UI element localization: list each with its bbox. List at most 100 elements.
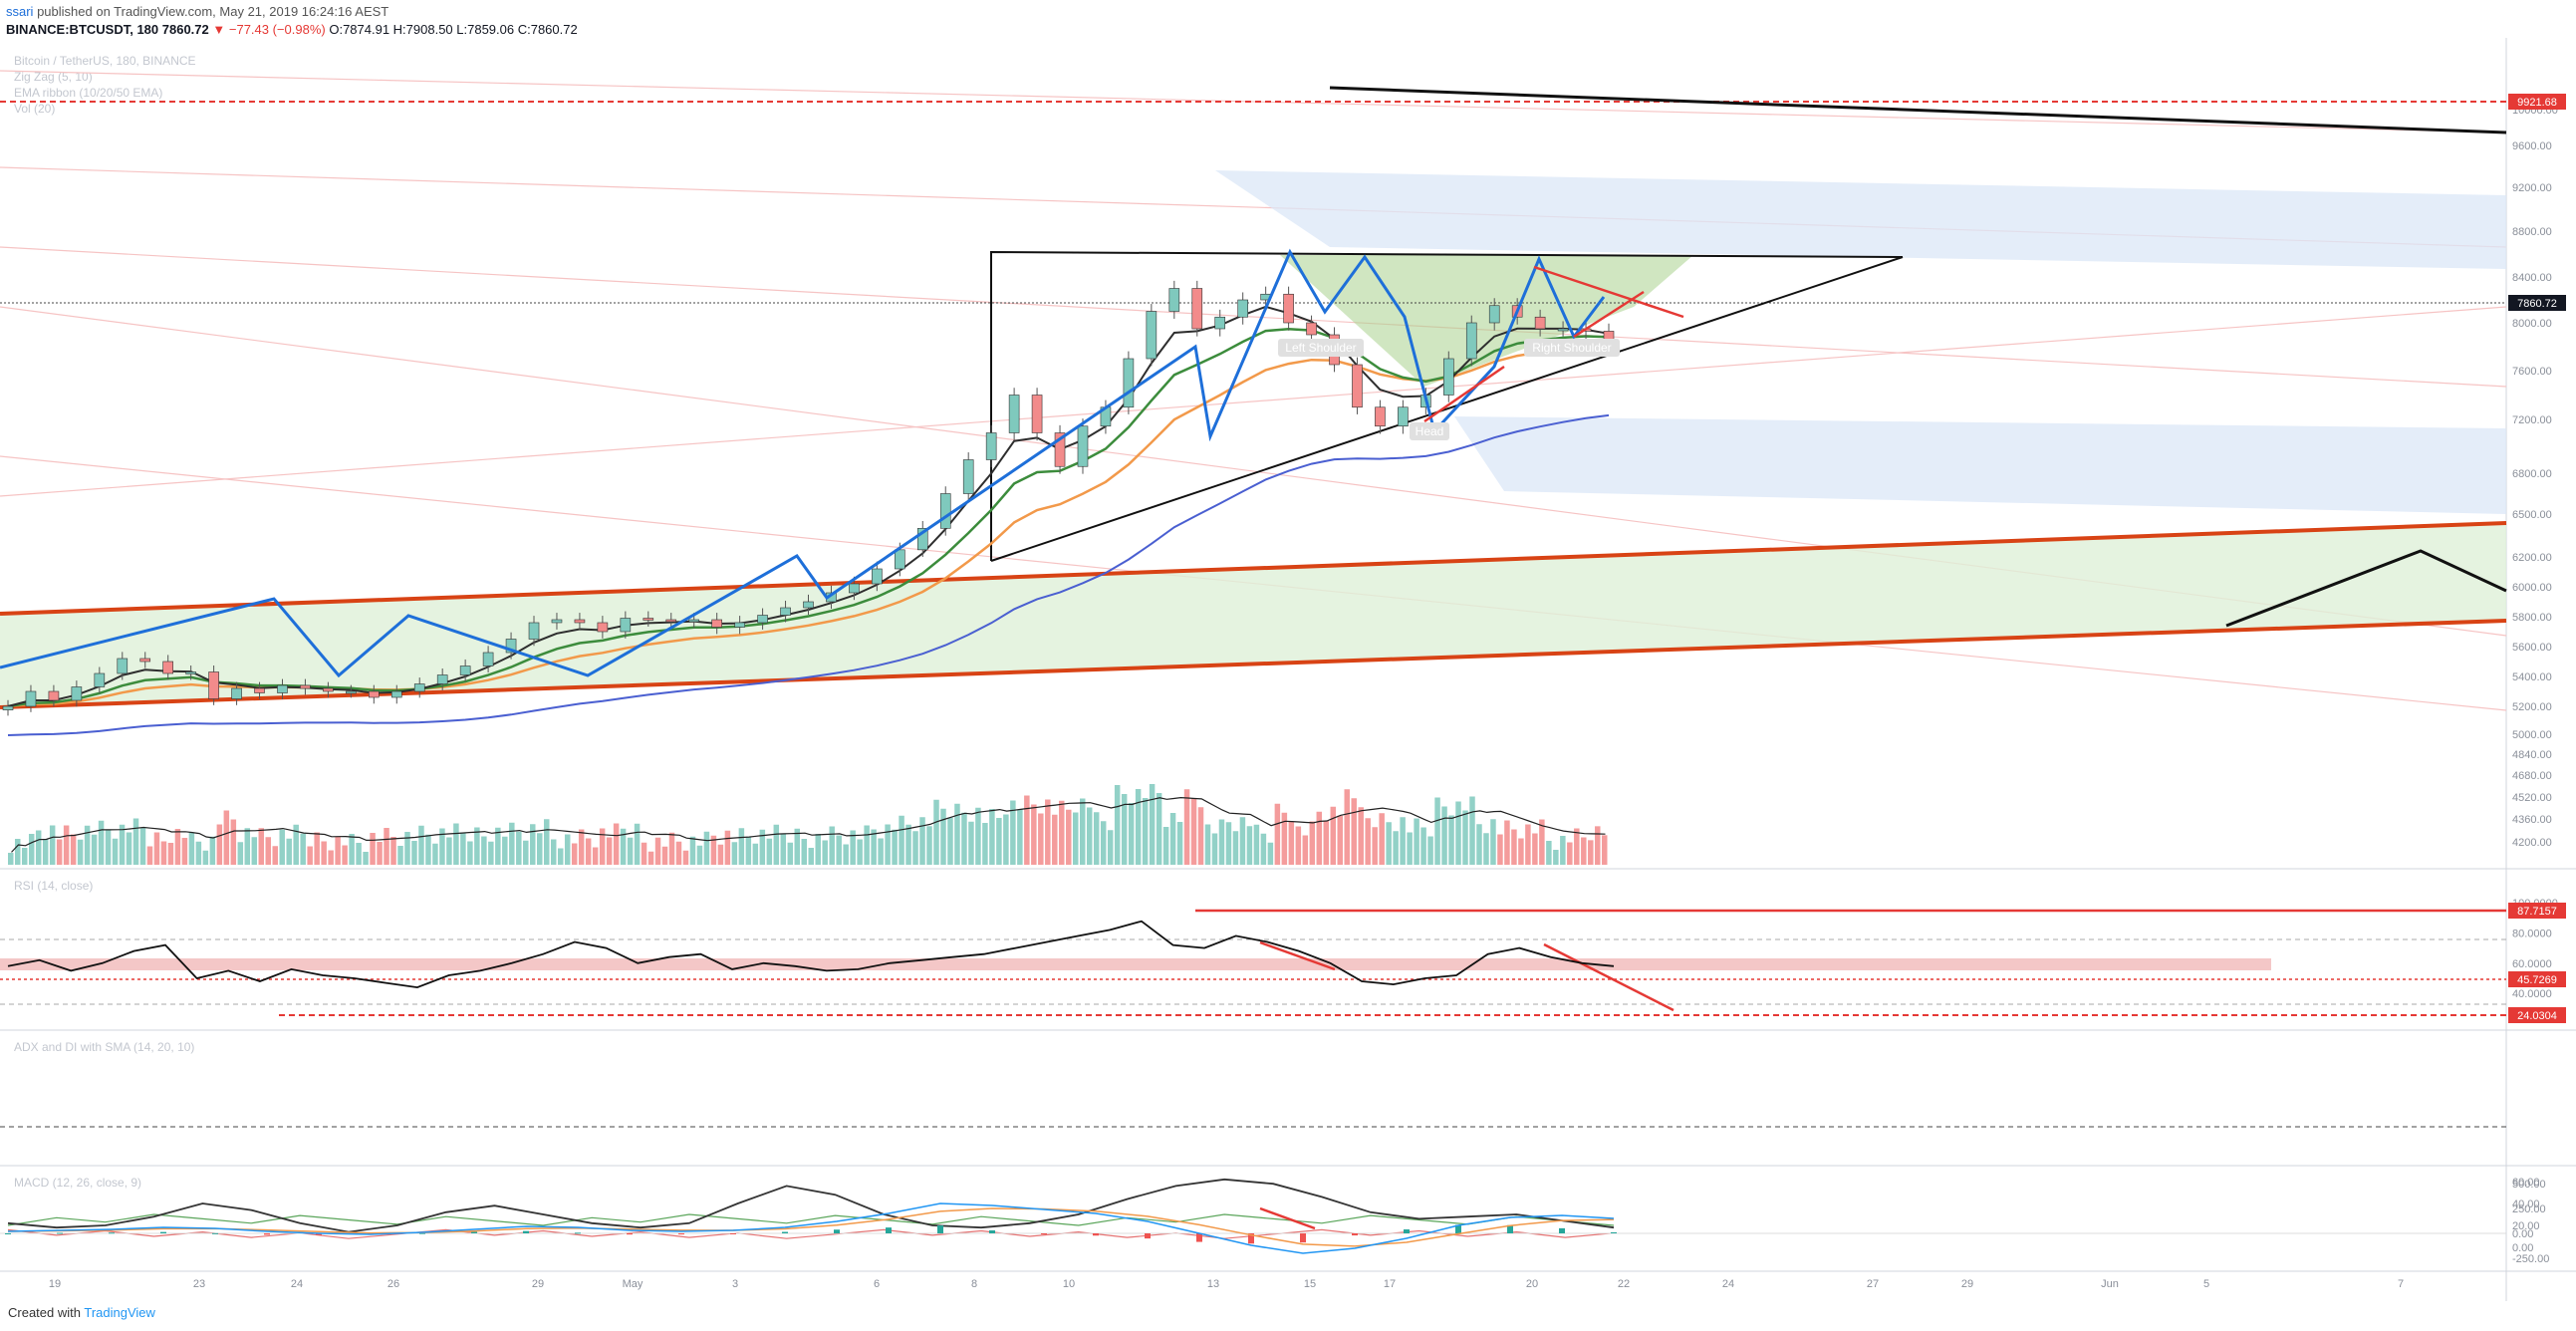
lower-blue-zone xyxy=(1454,416,2506,514)
publisher-name[interactable]: ssari xyxy=(6,4,34,19)
time-tick-label: 27 xyxy=(1867,1278,1879,1290)
volume-bar xyxy=(453,823,459,865)
volume-bar xyxy=(710,835,717,865)
volume-bar xyxy=(335,836,341,865)
candle-body xyxy=(390,690,402,698)
candle-body xyxy=(962,459,974,494)
volume-bar xyxy=(1302,835,1309,865)
volume-bar xyxy=(1407,832,1413,865)
volume-bar xyxy=(251,837,258,865)
volume-bar xyxy=(717,844,724,865)
volume-bar xyxy=(1038,813,1044,865)
volume-bar xyxy=(940,808,946,865)
volume-bar xyxy=(822,840,828,865)
candle-body xyxy=(757,615,768,624)
volume-bar xyxy=(146,846,153,865)
volume-bar xyxy=(258,828,265,865)
macd-hist-bar xyxy=(471,1231,477,1233)
candle-body xyxy=(916,528,928,551)
volume-bar xyxy=(1024,795,1030,865)
macd-hist-bar xyxy=(678,1233,684,1235)
volume-bar xyxy=(975,807,981,865)
volume-bar xyxy=(230,819,237,865)
volume-bar xyxy=(286,838,292,865)
macd-hist-bar xyxy=(730,1233,736,1234)
tradingview-logo-text[interactable]: TradingView xyxy=(84,1305,155,1320)
volume-bar xyxy=(1539,819,1545,865)
candle-body xyxy=(1603,331,1615,341)
candle-body xyxy=(643,618,654,621)
candle-body xyxy=(1168,288,1180,312)
legend-rsi: RSI (14, close) xyxy=(14,879,94,893)
price-tick-label: 4520.00 xyxy=(2512,792,2552,804)
head-bg xyxy=(1410,422,1449,440)
volume-bar xyxy=(1490,819,1496,865)
volume-bar xyxy=(223,810,230,865)
time-tick-label: 8 xyxy=(971,1278,977,1290)
volume-bar xyxy=(1462,810,1468,865)
candle-body xyxy=(369,690,380,698)
macd-hist-bar xyxy=(5,1233,11,1234)
volume-bar xyxy=(794,828,801,865)
price-tag-9921: 9921.68 xyxy=(2517,97,2557,109)
volume-bar xyxy=(752,843,759,865)
volume-bar xyxy=(1434,797,1440,865)
volume-bar xyxy=(745,837,752,865)
volume-bar xyxy=(787,842,794,865)
candle-body xyxy=(574,619,586,624)
volume-bar xyxy=(1386,822,1392,865)
volume-bar xyxy=(28,834,35,865)
macd-hist-bar xyxy=(1145,1233,1151,1239)
volume-bar xyxy=(1086,807,1093,865)
volume-bar xyxy=(1128,803,1135,865)
candle-body xyxy=(1283,293,1294,324)
volume-bar xyxy=(77,839,84,865)
time-tick-label: 10 xyxy=(1063,1278,1075,1290)
volume-bar xyxy=(780,833,787,865)
volume-bar xyxy=(1581,837,1587,865)
macd-hist-bar xyxy=(989,1230,995,1233)
volume-bar xyxy=(1553,850,1559,865)
legend-macd: MACD (12, 26, close, 9) xyxy=(14,1176,142,1190)
price-tag-current: 7860.72 xyxy=(2517,298,2557,310)
candle-body xyxy=(2,705,14,710)
volume-bar xyxy=(474,827,480,865)
volume-bar xyxy=(759,829,766,865)
volume-bar xyxy=(1246,826,1253,865)
candle-body xyxy=(1146,311,1158,360)
green-channel xyxy=(0,523,2506,707)
chart-canvas[interactable]: Left Shoulder Head Right Shoulder 4200.0… xyxy=(0,38,2576,1301)
macd-hist-bar xyxy=(1507,1224,1513,1233)
time-tick-label: May xyxy=(623,1278,644,1290)
volume-bar xyxy=(1372,827,1378,865)
price-tick-label: 4360.00 xyxy=(2512,814,2552,826)
volume-bar xyxy=(279,829,285,865)
rsi-tick-label: 60.0000 xyxy=(2512,958,2552,970)
volume-bar xyxy=(857,839,863,865)
last-price: 7860.72 xyxy=(161,22,209,37)
volume-bar xyxy=(1525,824,1531,865)
volume-bar xyxy=(1400,817,1406,865)
volume-bar xyxy=(1267,842,1274,865)
macd-hist-bar xyxy=(627,1233,633,1235)
candle-body xyxy=(734,622,745,628)
volume-bar xyxy=(1281,812,1288,865)
right-shoulder-bg xyxy=(1524,339,1620,357)
volume-bar xyxy=(634,823,641,865)
legend-title: Bitcoin / TetherUS, 180, BINANCE xyxy=(14,54,196,68)
volume-bar xyxy=(1602,835,1608,865)
volume-bar xyxy=(1420,827,1426,865)
volume-bar xyxy=(585,838,592,865)
di-minus-line xyxy=(7,1228,1615,1239)
candle-body xyxy=(254,687,265,693)
rsi-tick-label: 80.0000 xyxy=(2512,928,2552,939)
time-tick-label: 29 xyxy=(532,1278,544,1290)
rsi-band xyxy=(0,958,2271,970)
rsi-tick-label: 40.0000 xyxy=(2512,988,2552,1000)
time-tick-label: 15 xyxy=(1304,1278,1316,1290)
candle-body xyxy=(208,671,219,699)
macd-hist-bar xyxy=(1455,1224,1461,1233)
price-tick-label: 4680.00 xyxy=(2512,770,2552,782)
volume-bar xyxy=(481,836,487,865)
time-axis-ticks: 19 23 24 26 29 May 3 6 8 10 13 15 17 20 22 24 27 29 Jun 5 7 xyxy=(49,1278,2404,1290)
